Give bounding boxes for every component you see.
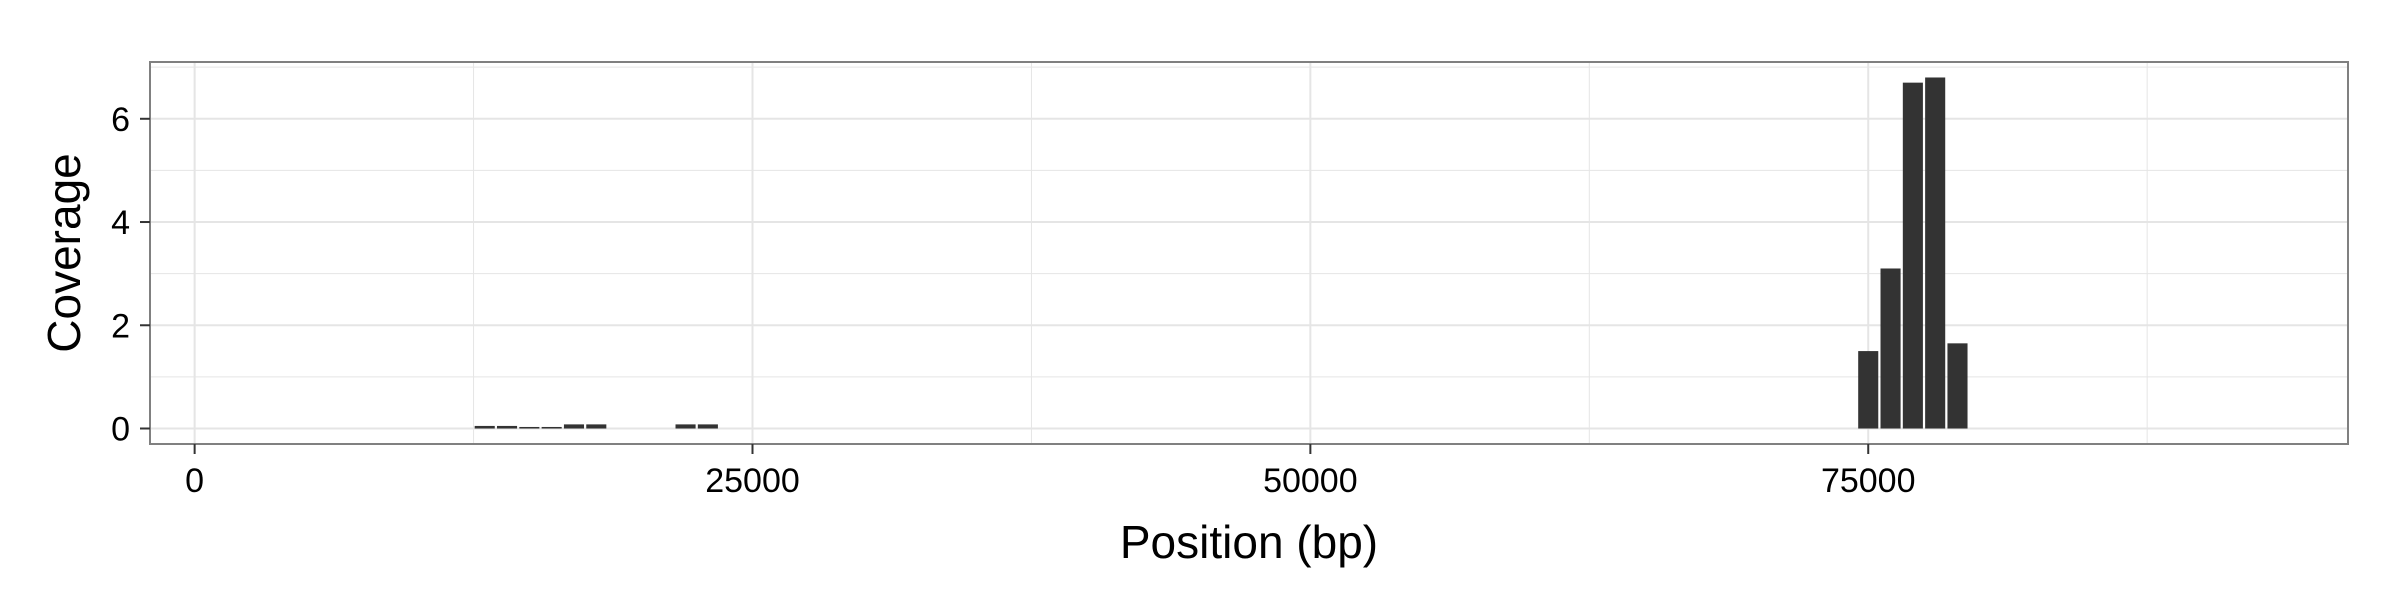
- bar-series: [474, 77, 1968, 429]
- coverage-bar: [496, 425, 518, 429]
- plot-panel-background: [150, 62, 2348, 444]
- x-axis: 0 25000 50000 75000: [185, 444, 1916, 500]
- coverage-bar: [1858, 351, 1879, 429]
- plot-panel-border: [149, 61, 2349, 445]
- coverage-bar: [1902, 82, 1923, 429]
- y-axis: 0 2 4 6: [111, 101, 150, 449]
- x-tick-label: 25000: [705, 462, 800, 500]
- coverage-bar: [519, 426, 540, 429]
- coverage-bar: [474, 425, 495, 429]
- x-tick-label: 0: [185, 462, 204, 500]
- coverage-bar: [563, 424, 585, 429]
- coverage-bar: [1880, 268, 1901, 429]
- x-tick-label: 50000: [1263, 462, 1358, 500]
- y-tick-label: 4: [111, 204, 130, 242]
- y-axis-title: Coverage: [38, 153, 90, 352]
- y-tick-label: 2: [111, 307, 130, 345]
- coverage-bar: [675, 424, 696, 429]
- x-tick-label: 75000: [1821, 462, 1916, 500]
- x-axis-title: Position (bp): [1120, 516, 1378, 568]
- grid-lines: [150, 62, 2348, 444]
- y-tick-label: 6: [111, 101, 130, 139]
- coverage-bar: [697, 424, 718, 429]
- coverage-bar: [541, 426, 562, 429]
- coverage-bar: [586, 424, 607, 429]
- y-tick-label: 0: [111, 411, 130, 449]
- coverage-bar: [1947, 343, 1968, 429]
- coverage-bar: [1925, 77, 1946, 429]
